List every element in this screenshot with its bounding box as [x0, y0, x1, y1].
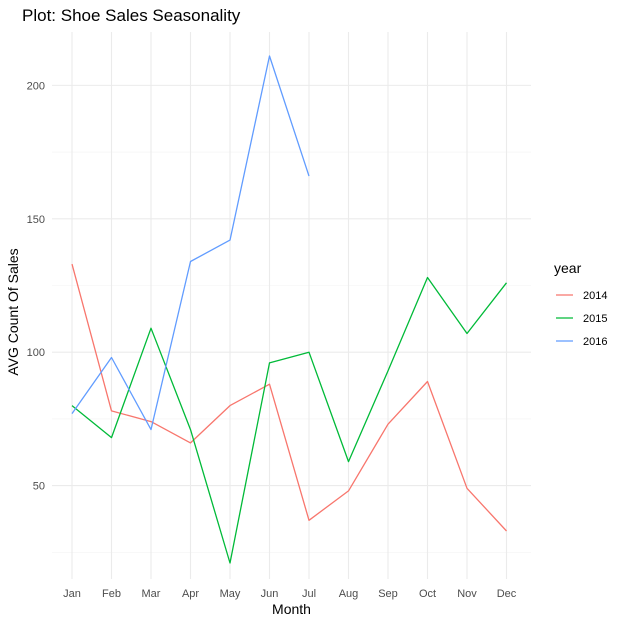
series-line-2016: [71, 55, 310, 431]
x-tick-label: Sep: [378, 588, 398, 600]
legend-label-2015: 2015: [583, 313, 607, 325]
legend-title: year: [554, 260, 582, 276]
x-tick-label: Apr: [182, 588, 199, 600]
y-axis-tick-labels: 50 100 150 200: [27, 80, 45, 492]
x-axis-tick-labels: Jan Feb Mar Apr May Jun Jul Aug Sep Oct Nov Dec: [63, 588, 517, 600]
x-tick-label: Jan: [63, 588, 81, 600]
series-line-2014: [71, 263, 507, 532]
x-axis-title: Month: [272, 601, 311, 617]
series-lines: [71, 55, 508, 564]
y-tick-label: 200: [27, 80, 45, 92]
x-tick-label: Feb: [102, 588, 121, 600]
x-tick-label: Jun: [261, 588, 279, 600]
y-tick-label: 100: [27, 347, 45, 359]
series-line-2015: [71, 276, 508, 564]
x-tick-label: May: [220, 588, 241, 600]
x-tick-label: Jul: [302, 588, 316, 600]
major-gridlines: [52, 32, 531, 579]
y-tick-label: 50: [33, 481, 45, 493]
legend: year 2014 2015 2016: [554, 260, 607, 348]
y-axis-title: AVG Count Of Sales: [5, 248, 21, 375]
x-tick-label: Oct: [419, 588, 436, 600]
x-tick-label: Dec: [497, 588, 517, 600]
legend-items: 2014 2015 2016: [556, 290, 607, 348]
y-tick-label: 150: [27, 214, 45, 226]
x-tick-label: Aug: [339, 588, 359, 600]
chart-title: Plot: Shoe Sales Seasonality: [22, 6, 241, 25]
minor-gridlines: [52, 151, 531, 553]
legend-label-2016: 2016: [583, 336, 607, 348]
x-tick-label: Nov: [457, 588, 477, 600]
legend-label-2014: 2014: [583, 290, 607, 302]
x-tick-label: Mar: [142, 588, 161, 600]
